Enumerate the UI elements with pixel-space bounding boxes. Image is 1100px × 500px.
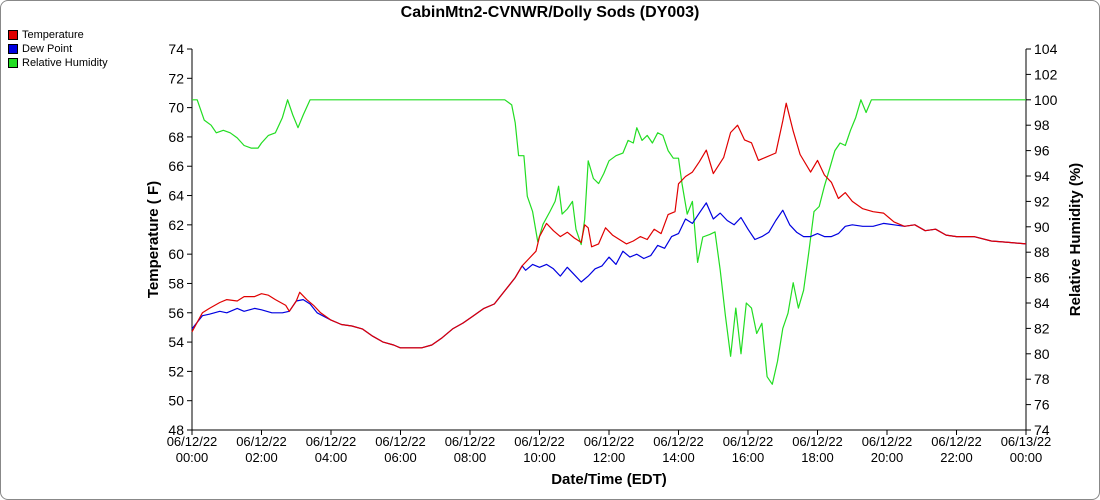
- x-tick-date-label: 06/12/22: [792, 434, 843, 449]
- right-tick-label: 98: [1034, 117, 1050, 133]
- chart-title: CabinMtn2-CVNWR/Dolly Sods (DY003): [400, 4, 700, 21]
- left-tick-label: 70: [168, 100, 184, 116]
- left-tick-label: 62: [168, 217, 184, 233]
- x-tick-time-label: 12:00: [593, 450, 626, 465]
- legend-label-dew-point: Dew Point: [22, 43, 73, 55]
- right-tick-label: 74: [1034, 422, 1050, 438]
- right-tick-label: 96: [1034, 143, 1050, 159]
- legend-label-relative-humidity: Relative Humidity: [22, 57, 108, 69]
- series-layer: [191, 99, 1027, 385]
- left-tick-label: 48: [168, 422, 184, 438]
- x-tick-time-label: 04:00: [315, 450, 348, 465]
- right-tick-label: 100: [1034, 92, 1058, 108]
- legend-swatch-dew-point: [8, 44, 18, 54]
- x-tick-time-label: 08:00: [454, 450, 487, 465]
- x-tick-date-label: 06/12/22: [931, 434, 982, 449]
- legend: Temperature Dew Point Relative Humidity: [8, 28, 108, 70]
- plot-area: [192, 49, 1026, 430]
- x-tick-date-label: 06/12/22: [306, 434, 357, 449]
- right-tick-label: 86: [1034, 270, 1050, 286]
- right-tick-label: 84: [1034, 295, 1050, 311]
- left-axis-title: Temperature ( F): [145, 181, 162, 298]
- x-tick-time-label: 06:00: [384, 450, 417, 465]
- right-tick-label: 88: [1034, 244, 1050, 260]
- x-tick-date-label: 06/12/22: [167, 434, 218, 449]
- x-tick-date-label: 06/12/22: [375, 434, 426, 449]
- x-tick-date-label: 06/13/22: [1001, 434, 1052, 449]
- series-line-relative-humidity: [192, 99, 1026, 385]
- x-tick-date-label: 06/12/22: [584, 434, 635, 449]
- x-tick-time-label: 16:00: [732, 450, 765, 465]
- x-tick-time-label: 02:00: [245, 450, 278, 465]
- legend-label-temperature: Temperature: [22, 29, 84, 41]
- left-tick-label: 74: [168, 41, 184, 57]
- legend-item-relative-humidity: Relative Humidity: [8, 56, 108, 70]
- x-tick-time-label: 00:00: [176, 450, 209, 465]
- right-tick-label: 102: [1034, 66, 1058, 82]
- x-tick-date-label: 06/12/22: [862, 434, 913, 449]
- legend-item-dew-point: Dew Point: [8, 42, 108, 56]
- x-tick-time-label: 00:00: [1010, 450, 1043, 465]
- legend-swatch-temperature: [8, 30, 18, 40]
- right-tick-label: 104: [1034, 41, 1058, 57]
- x-tick-time-label: 18:00: [801, 450, 834, 465]
- right-tick-label: 78: [1034, 371, 1050, 387]
- right-tick-label: 76: [1034, 397, 1050, 413]
- left-tick-label: 66: [168, 158, 184, 174]
- series-line-temperature: [191, 102, 1027, 349]
- legend-swatch-relative-humidity: [8, 58, 18, 68]
- x-tick-time-label: 10:00: [523, 450, 556, 465]
- axes: [187, 48, 1031, 435]
- left-tick-label: 68: [168, 129, 184, 145]
- x-tick-date-label: 06/12/22: [514, 434, 565, 449]
- x-tick-date-label: 06/12/22: [653, 434, 704, 449]
- right-tick-label: 82: [1034, 320, 1050, 336]
- left-tick-label: 72: [168, 70, 184, 86]
- x-tick-date-label: 06/12/22: [445, 434, 496, 449]
- x-tick-time-label: 14:00: [662, 450, 695, 465]
- plot-background: [192, 49, 1026, 430]
- right-tick-label: 90: [1034, 219, 1050, 235]
- x-tick-time-label: 20:00: [871, 450, 904, 465]
- x-axis-title: Date/Time (EDT): [551, 471, 667, 488]
- right-tick-label: 80: [1034, 346, 1050, 362]
- left-tick-label: 56: [168, 305, 184, 321]
- right-tick-label: 94: [1034, 168, 1050, 184]
- left-tick-label: 54: [168, 334, 184, 350]
- right-tick-label: 92: [1034, 193, 1050, 209]
- x-tick-date-label: 06/12/22: [236, 434, 287, 449]
- x-tick-time-label: 22:00: [940, 450, 973, 465]
- left-tick-label: 50: [168, 393, 184, 409]
- left-tick-label: 52: [168, 363, 184, 379]
- left-tick-label: 58: [168, 275, 184, 291]
- left-tick-label: 64: [168, 188, 184, 204]
- right-axis-title: Relative Humidity (%): [1067, 163, 1084, 316]
- x-tick-date-label: 06/12/22: [723, 434, 774, 449]
- legend-item-temperature: Temperature: [8, 28, 108, 42]
- left-tick-label: 60: [168, 246, 184, 262]
- axis-labels: 48 50 52 54 56 58 60 62 64 66 68 70 72 74 74 76 78 80 82 84…: [145, 41, 1084, 488]
